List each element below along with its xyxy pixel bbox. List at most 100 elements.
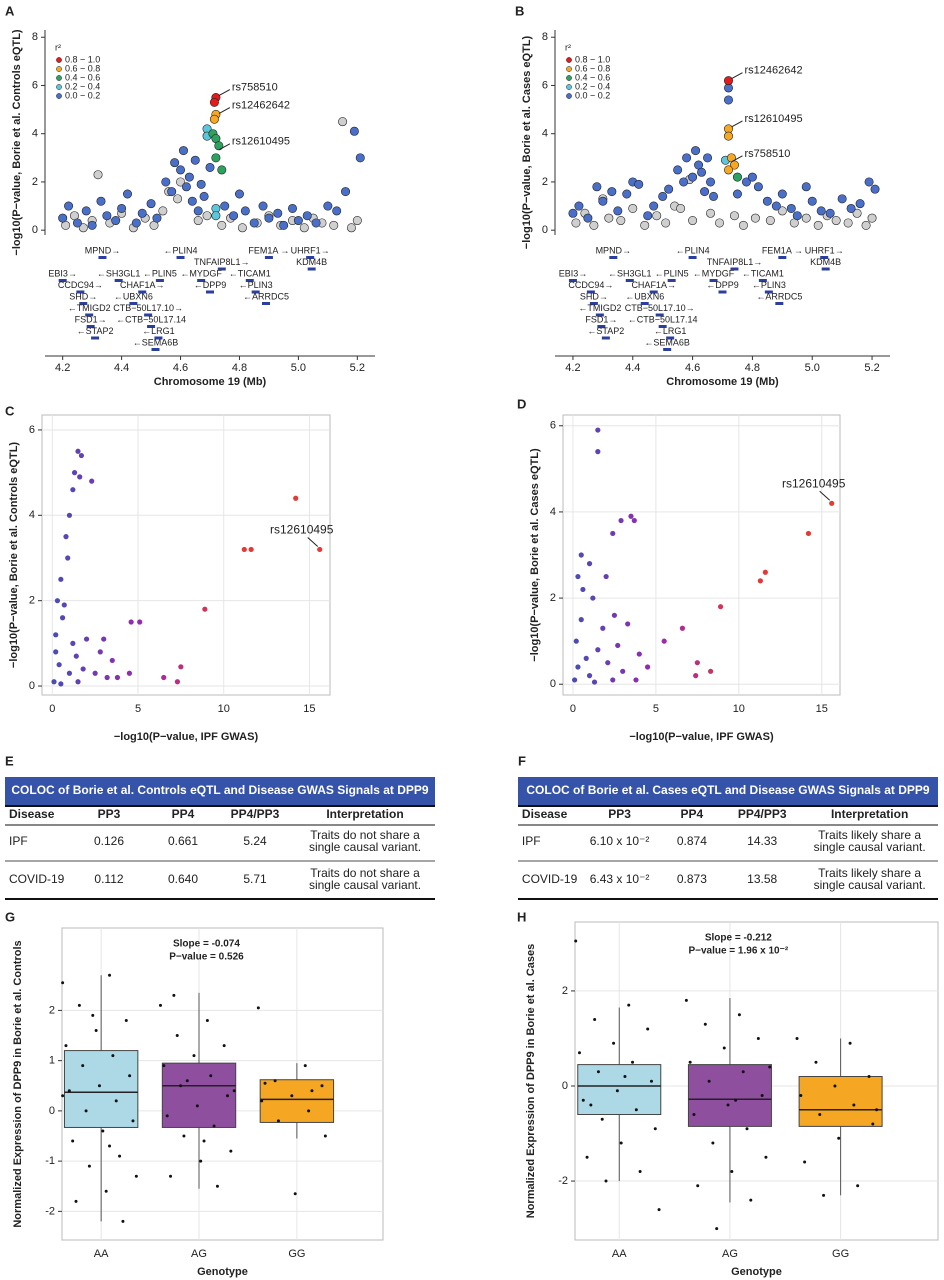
y-tick-label: 2 [562, 985, 568, 997]
point [595, 427, 601, 433]
snp-point [72, 218, 82, 228]
snp-point [729, 211, 739, 221]
snp-point [649, 201, 659, 211]
gene-body [649, 290, 658, 294]
gene-body [98, 256, 107, 259]
panel-letter: H [517, 909, 526, 924]
legend-swatch [566, 84, 572, 90]
jitter-point [623, 1074, 627, 1078]
jitter-point [108, 1144, 112, 1148]
annotation: rs758510 [232, 81, 278, 93]
gene-label: ←SH3GL1 [608, 268, 652, 278]
gene-body [625, 279, 634, 282]
point [161, 674, 167, 681]
gene-label: ←UBXN6 [625, 291, 664, 301]
snp-point [706, 208, 716, 218]
table-cell: 0.874 [677, 834, 707, 848]
point [97, 649, 103, 655]
point [114, 674, 121, 681]
gene-label: ←STAP2 [77, 326, 114, 336]
jitter-point [64, 1044, 68, 1048]
y-tick-label: 0 [29, 680, 35, 692]
jitter-point [134, 1174, 138, 1178]
gene-body [151, 348, 160, 351]
panel-letter: B [515, 3, 524, 18]
gene-label: MPND→ [85, 245, 121, 255]
jitter-point [175, 1034, 179, 1038]
snp-point [846, 203, 856, 213]
snp-point [102, 211, 112, 221]
snp-point [801, 213, 811, 223]
jitter-point [232, 1089, 236, 1093]
x-tick-label: 15 [816, 703, 828, 715]
snp-point [58, 213, 68, 223]
table-header: Disease [522, 807, 568, 821]
jitter-point [833, 1084, 837, 1088]
gene-body [129, 302, 138, 305]
jitter-point [209, 1074, 213, 1078]
snp-point [341, 187, 351, 197]
x-tick-label: 5.0 [805, 362, 820, 374]
point [178, 664, 184, 670]
snp-point [234, 189, 244, 199]
point [578, 617, 584, 623]
gene-body [58, 279, 67, 282]
panel-letter: F [518, 753, 526, 768]
table-cell: single causal variant. [814, 840, 926, 854]
point [636, 651, 642, 657]
point [53, 649, 59, 655]
snp-point [676, 203, 686, 213]
snp-point [117, 203, 127, 213]
table-cell: single causal variant. [309, 878, 421, 892]
point [66, 512, 73, 518]
y-axis-label: Normalized Expression of DPP9 in Borie e… [525, 944, 537, 1218]
jitter-point [596, 1070, 600, 1074]
point [829, 500, 835, 506]
gene-label: ←DPP9 [706, 280, 739, 290]
snp-point [211, 153, 221, 163]
point [73, 653, 79, 659]
gene-body [251, 290, 260, 294]
point [317, 546, 323, 553]
snp-point [323, 201, 333, 211]
point [717, 604, 724, 610]
gene-body [663, 348, 672, 351]
jitter-point [638, 1170, 642, 1174]
point [610, 530, 616, 537]
gene-label: ←LRG1 [654, 326, 687, 336]
x-tick-label: 4.6 [173, 362, 188, 374]
x-tick-label: 4.2 [55, 362, 70, 374]
snp-point [843, 218, 853, 228]
table-cell: 5.24 [243, 834, 267, 848]
snp-point [258, 201, 268, 211]
gene-label: ←MYDGF [693, 268, 735, 278]
snp-point [786, 203, 796, 213]
legend-swatch [566, 57, 572, 63]
snp-point [831, 216, 841, 226]
x-tick-label: AA [612, 1248, 627, 1260]
gene-body [79, 302, 88, 305]
y-tick-label: 0 [32, 224, 38, 236]
snp-point [111, 216, 121, 226]
table-cell: COVID-19 [522, 872, 578, 886]
gene-body [91, 336, 100, 340]
x-tick-label: 5.2 [864, 362, 879, 374]
jitter-point [101, 1129, 105, 1133]
point [572, 677, 578, 683]
snp-point [801, 182, 811, 192]
gene-label: FSD1→ [75, 314, 107, 324]
point [104, 674, 110, 681]
point [92, 670, 98, 676]
snp-point [673, 165, 683, 175]
snp-point [777, 206, 787, 216]
point [591, 679, 598, 685]
point [757, 578, 763, 584]
snp-point [697, 167, 707, 177]
point [611, 612, 618, 618]
snp-point [574, 201, 584, 211]
gene-body [307, 267, 316, 271]
point [89, 478, 95, 484]
jitter-point [627, 1003, 631, 1007]
table-cell: 14.33 [747, 834, 777, 848]
